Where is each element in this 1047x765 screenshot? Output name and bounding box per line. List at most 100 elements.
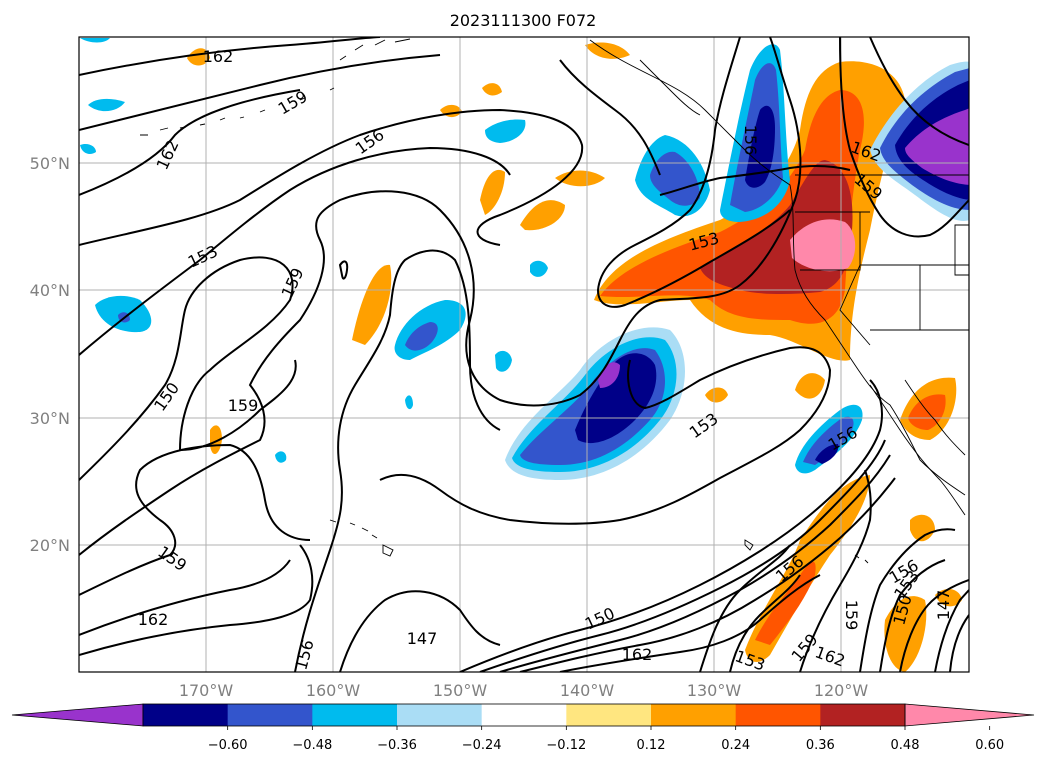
contour-line [859, 528, 956, 672]
negative-shading-blue-3 [650, 151, 700, 206]
colorbar-tick-label: −0.12 [546, 738, 586, 753]
colorbar-outline [142, 703, 906, 727]
colorbar-tick-label: 0.24 [721, 738, 750, 753]
contour-line [699, 544, 791, 672]
longitude-label: 140°W [560, 681, 615, 700]
contour-line [459, 379, 883, 672]
contour-line [659, 164, 851, 196]
latitude-labels: 50°N 40°N 30°N 20°N [30, 154, 70, 555]
contour-line [79, 544, 314, 656]
contour-label: 159 [228, 396, 259, 415]
contour-line [839, 37, 969, 238]
contour-line [949, 614, 969, 672]
contour-line [596, 37, 791, 308]
state-borders [795, 174, 969, 346]
contour-line [339, 590, 501, 672]
colorbar-segment [227, 704, 313, 726]
contour-line [79, 89, 301, 196]
contour-line [79, 54, 441, 131]
colorbar-segment [143, 704, 229, 726]
coastline-north-america [589, 39, 966, 496]
colorbar-segment [651, 704, 737, 726]
colorbar-tick-label: −0.24 [462, 738, 502, 753]
colorbar-segment [820, 704, 906, 726]
positive-shading-orange-13 [482, 83, 502, 96]
contour-line [79, 443, 311, 596]
contour-line [899, 579, 969, 672]
contour-line [559, 574, 821, 672]
longitude-label: 130°W [687, 681, 742, 700]
negative-shading-cyan-13 [405, 395, 413, 410]
contour-line [559, 59, 661, 176]
colorbar-tick-label: −0.36 [377, 738, 417, 753]
negative-shading-navy [575, 353, 657, 444]
contours [79, 37, 969, 672]
negative-shading-cyan-7 [485, 119, 526, 143]
positive-shading-orange-7 [480, 169, 505, 215]
colorbar-segments [11, 703, 1035, 727]
colorbar-segment [566, 704, 652, 726]
coastlines [140, 38, 969, 564]
positive-shading-red-3 [755, 561, 816, 645]
positive-shading-orange-9 [795, 373, 825, 399]
negative-shading-navy-2 [745, 105, 775, 188]
contour-line [519, 477, 896, 672]
latitude-label: 40°N [30, 281, 70, 300]
colorbar-segment [481, 704, 567, 726]
colorbar-tick-label: 0.36 [806, 738, 835, 753]
contour-line [499, 454, 891, 672]
contour-label: 162 [622, 645, 653, 664]
colorbar-segment [397, 704, 483, 726]
contour-label: 147 [407, 629, 438, 648]
positive-shading-orange-16 [910, 514, 935, 542]
negative-shading-cyan-12 [80, 143, 96, 154]
colorbar-tick-label: 0.48 [891, 738, 920, 753]
negative-shading-blue-6 [405, 322, 438, 351]
contour-line [729, 574, 801, 672]
map-border [78, 36, 970, 673]
contour-line [79, 256, 297, 481]
positive-shading-orange-15 [210, 425, 222, 455]
positive-shading-orange-6 [520, 200, 565, 231]
positive-shading-orange-11 [585, 42, 630, 59]
positive-shading-orange-8 [555, 170, 605, 187]
positive-shading-orange-10 [705, 387, 728, 403]
colorbar-extend-high [904, 703, 1035, 727]
colorbar-segment [312, 704, 398, 726]
longitude-label: 120°W [814, 681, 869, 700]
colorbar-extend-low [11, 703, 144, 727]
colorbar-tick-label: −0.60 [208, 738, 248, 753]
negative-shading-cyan-14 [275, 451, 287, 463]
contour-line [79, 37, 381, 76]
island-alaska [639, 59, 701, 116]
negative-shading-purple [598, 362, 620, 388]
contour-label: 159 [842, 600, 861, 631]
positive-shading-orange-14 [187, 48, 210, 66]
positive-shading-orange-5 [352, 264, 392, 345]
islands-hawaii [329, 519, 394, 557]
contour-line [338, 260, 349, 280]
contour-line [869, 37, 969, 146]
colorbar-segment [735, 704, 821, 726]
negative-shading-purple-2 [905, 108, 969, 185]
latitude-label: 30°N [30, 409, 70, 428]
negative-shading-cyan-9 [530, 260, 548, 277]
longitude-labels: 170°W 160°W 150°W 140°W 130°W 120°W [179, 681, 869, 700]
positive-shading-pink [790, 219, 856, 272]
coastline-baja [869, 384, 966, 516]
contour-line [879, 559, 946, 672]
positive-shading-orange-4 [884, 596, 927, 672]
coastline-mexico [904, 379, 966, 456]
contour-line [79, 146, 511, 356]
colorbar-tick-label: −0.48 [292, 738, 332, 753]
map-title: 2023111300 F072 [450, 11, 597, 30]
latitude-label: 20°N [30, 536, 70, 555]
negative-shading-navy-4 [815, 444, 839, 464]
negative-shading-cyan-8 [495, 350, 512, 372]
contour-line [79, 108, 584, 246]
colorbar: −0.60 −0.48 −0.36 −0.24 −0.12 0.12 0.24 0.36 0.4… [11, 703, 1035, 753]
contour-line [79, 37, 802, 556]
negative-shading-cyan-11 [80, 38, 110, 43]
contour-line [379, 346, 832, 525]
negative-shading-cyan-10 [88, 98, 125, 112]
